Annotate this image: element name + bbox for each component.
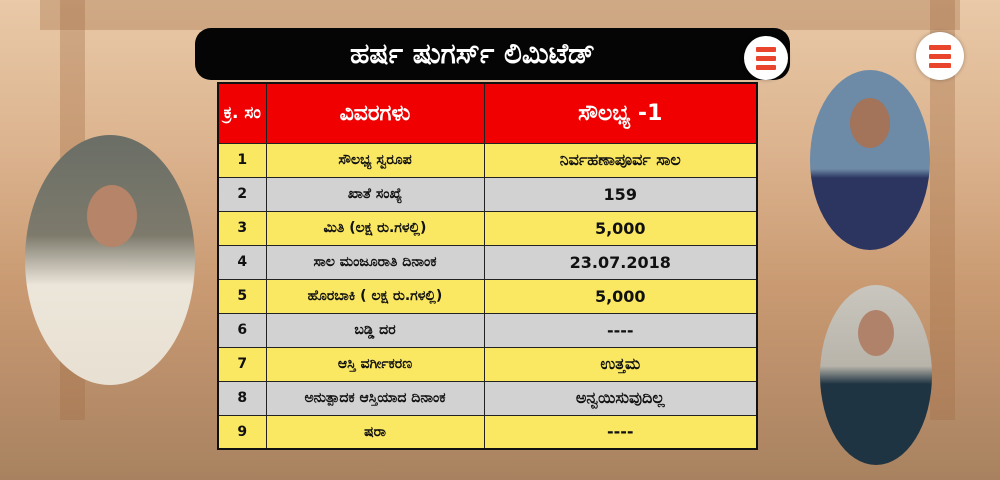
row-value: 5,000: [483, 210, 758, 246]
row-number: 2: [217, 176, 267, 212]
row-label: ಆಸ್ತಿ ವರ್ಗೀಕರಣ: [265, 346, 485, 382]
table-row: 9 ಷರಾ ----: [217, 414, 758, 450]
background-crane: [40, 0, 960, 30]
table-header-row: ಕ್ರ. ಸಂ ವಿವರಗಳು ಸೌಲಭ್ಯ -1: [217, 82, 758, 144]
row-value: ----: [483, 312, 758, 348]
table-row: 8 ಅನುತ್ಪಾದಕ ಆಸ್ತಿಯಾದ ದಿನಾಂಕ ಅನ್ವಯಿಸುವುದಿಲ್…: [217, 380, 758, 416]
row-label: ಹೊರಬಾಕಿ ( ಲಕ್ಷ ರು.ಗಳಲ್ಲಿ): [265, 278, 485, 314]
row-value: ----: [483, 414, 758, 450]
face: [858, 310, 894, 356]
header-details: ವಿವರಗಳು: [265, 82, 485, 144]
row-value: ಅನ್ವಯಿಸುವುದಿಲ್ಲ: [483, 380, 758, 416]
person-photo-left: [25, 135, 195, 385]
row-number: 4: [217, 244, 267, 280]
face: [850, 98, 890, 148]
table-row: 4 ಸಾಲ ಮಂಜೂರಾತಿ ದಿನಾಂಕ 23.07.2018: [217, 244, 758, 280]
loan-details-table: ಕ್ರ. ಸಂ ವಿವರಗಳು ಸೌಲಭ್ಯ -1 1 ಸೌಲಭ್ಯ ಸ್ವರೂಪ…: [217, 82, 758, 450]
row-label: ಸಾಲ ಮಂಜೂರಾತಿ ದಿನಾಂಕ: [265, 244, 485, 280]
header-facility: ಸೌಲಭ್ಯ -1: [483, 82, 758, 144]
table-row: 3 ಮಿತಿ (ಲಕ್ಷ ರು.ಗಳಲ್ಲಿ) 5,000: [217, 210, 758, 246]
face: [87, 185, 137, 247]
row-number: 9: [217, 414, 267, 450]
row-number: 6: [217, 312, 267, 348]
brand-logo-icon: [744, 36, 788, 80]
table-row: 5 ಹೊರಬಾಕಿ ( ಲಕ್ಷ ರು.ಗಳಲ್ಲಿ) 5,000: [217, 278, 758, 314]
row-label: ಸೌಲಭ್ಯ ಸ್ವರೂಪ: [265, 142, 485, 178]
table-row: 6 ಬಡ್ಡಿ ದರ ----: [217, 312, 758, 348]
row-number: 8: [217, 380, 267, 416]
person-photo-bottom-right: [820, 285, 932, 465]
row-value: 23.07.2018: [483, 244, 758, 280]
row-label: ಖಾತೆ ಸಂಖ್ಯೆ: [265, 176, 485, 212]
row-number: 1: [217, 142, 267, 178]
row-label: ಮಿತಿ (ಲಕ್ಷ ರು.ಗಳಲ್ಲಿ): [265, 210, 485, 246]
person-photo-top-right: [810, 70, 930, 250]
brand-logo-icon: [916, 32, 964, 80]
table-row: 7 ಆಸ್ತಿ ವರ್ಗೀಕರಣ ಉತ್ತಮ: [217, 346, 758, 382]
row-value: ನಿರ್ವಹಣಾಪೂರ್ವ ಸಾಲ: [483, 142, 758, 178]
row-number: 7: [217, 346, 267, 382]
row-number: 3: [217, 210, 267, 246]
table-row: 2 ಖಾತೆ ಸಂಖ್ಯೆ 159: [217, 176, 758, 212]
row-number: 5: [217, 278, 267, 314]
row-value: 159: [483, 176, 758, 212]
row-value: ಉತ್ತಮ: [483, 346, 758, 382]
row-label: ಅನುತ್ಪಾದಕ ಆಸ್ತಿಯಾದ ದಿನಾಂಕ: [265, 380, 485, 416]
row-label: ಷರಾ: [265, 414, 485, 450]
page-title: ಹರ್ಷ ಷುಗರ್ಸ್ ಲಿಮಿಟೆಡ್: [195, 28, 790, 80]
table-row: 1 ಸೌಲಭ್ಯ ಸ್ವರೂಪ ನಿರ್ವಹಣಾಪೂರ್ವ ಸಾಲ: [217, 142, 758, 178]
row-value: 5,000: [483, 278, 758, 314]
row-label: ಬಡ್ಡಿ ದರ: [265, 312, 485, 348]
header-serial: ಕ್ರ. ಸಂ: [217, 82, 267, 144]
